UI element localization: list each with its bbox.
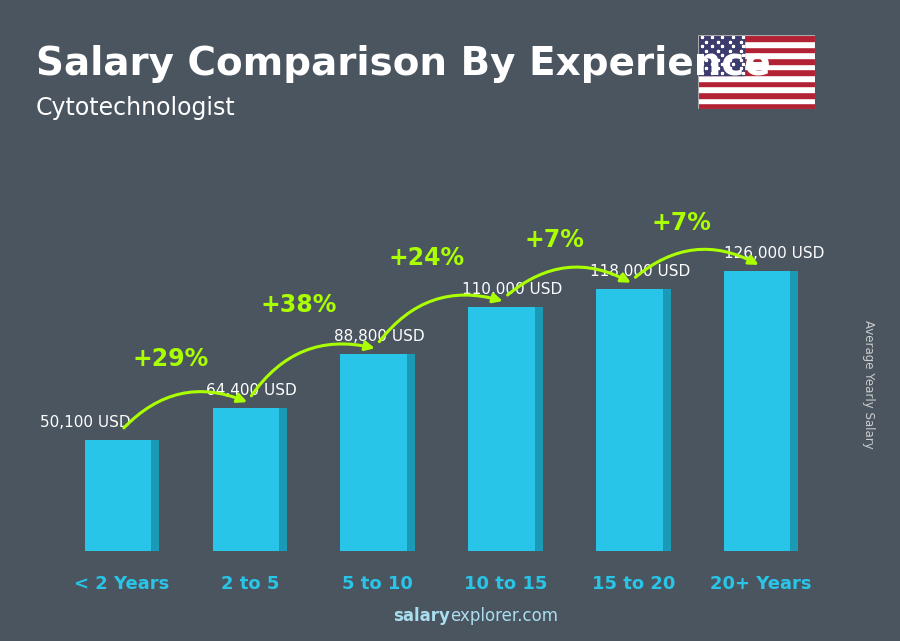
Bar bbox=[698, 53, 814, 58]
FancyArrowPatch shape bbox=[124, 392, 244, 428]
Text: < 2 Years: < 2 Years bbox=[75, 574, 169, 592]
Polygon shape bbox=[596, 289, 662, 551]
Text: 64,400 USD: 64,400 USD bbox=[206, 383, 297, 398]
Bar bbox=[698, 75, 814, 81]
FancyArrowPatch shape bbox=[379, 294, 500, 342]
Bar bbox=[698, 81, 814, 87]
Bar bbox=[698, 97, 814, 103]
Bar bbox=[698, 35, 744, 75]
Polygon shape bbox=[724, 271, 790, 551]
Bar bbox=[698, 47, 814, 53]
Text: 110,000 USD: 110,000 USD bbox=[462, 282, 562, 297]
Polygon shape bbox=[790, 271, 798, 551]
Bar bbox=[698, 92, 814, 97]
Text: +7%: +7% bbox=[652, 211, 712, 235]
Text: 15 to 20: 15 to 20 bbox=[591, 574, 675, 592]
Text: 118,000 USD: 118,000 USD bbox=[590, 264, 690, 279]
Bar bbox=[698, 41, 814, 47]
Polygon shape bbox=[85, 440, 151, 551]
Text: +29%: +29% bbox=[132, 347, 209, 372]
Text: salary: salary bbox=[393, 607, 450, 625]
Text: +7%: +7% bbox=[524, 228, 584, 253]
Polygon shape bbox=[279, 408, 287, 551]
Text: Salary Comparison By Experience: Salary Comparison By Experience bbox=[36, 45, 770, 83]
Bar bbox=[698, 103, 814, 109]
Text: 88,800 USD: 88,800 USD bbox=[334, 329, 425, 344]
Text: +24%: +24% bbox=[388, 246, 464, 270]
Bar bbox=[698, 58, 814, 63]
Bar bbox=[698, 35, 814, 41]
FancyArrowPatch shape bbox=[508, 267, 628, 295]
FancyArrowPatch shape bbox=[635, 249, 756, 278]
Bar bbox=[698, 69, 814, 75]
Polygon shape bbox=[151, 440, 159, 551]
Text: 2 to 5: 2 to 5 bbox=[220, 574, 279, 592]
Bar bbox=[698, 87, 814, 92]
Polygon shape bbox=[535, 307, 543, 551]
Text: +38%: +38% bbox=[260, 294, 337, 317]
Polygon shape bbox=[662, 289, 670, 551]
Polygon shape bbox=[340, 354, 407, 551]
Text: explorer.com: explorer.com bbox=[450, 607, 558, 625]
Text: 5 to 10: 5 to 10 bbox=[342, 574, 413, 592]
Text: 10 to 15: 10 to 15 bbox=[464, 574, 547, 592]
Text: Cytotechnologist: Cytotechnologist bbox=[36, 96, 236, 120]
Text: Average Yearly Salary: Average Yearly Salary bbox=[862, 320, 875, 449]
Polygon shape bbox=[468, 307, 535, 551]
Bar bbox=[698, 63, 814, 69]
Text: 126,000 USD: 126,000 USD bbox=[724, 246, 824, 262]
Polygon shape bbox=[407, 354, 415, 551]
FancyArrowPatch shape bbox=[251, 342, 372, 396]
Polygon shape bbox=[212, 408, 279, 551]
Text: 20+ Years: 20+ Years bbox=[710, 574, 812, 592]
Text: 50,100 USD: 50,100 USD bbox=[40, 415, 130, 430]
